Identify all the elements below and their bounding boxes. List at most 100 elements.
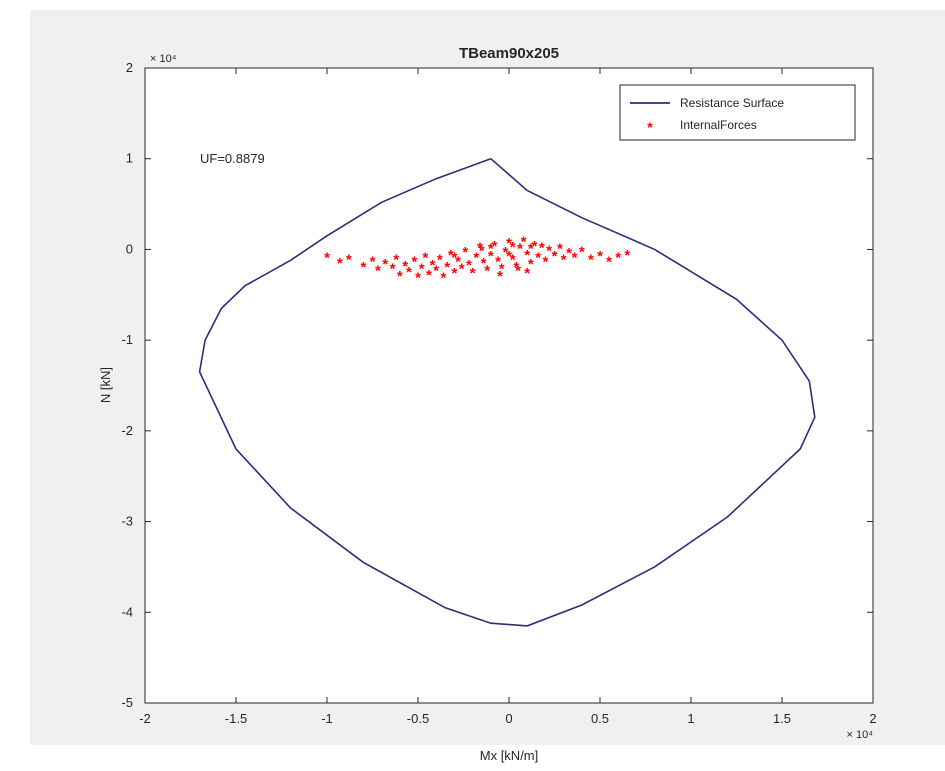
x-tick-label: -1.5	[225, 711, 247, 726]
data-layer: * * * * ** * *********************************…	[198, 157, 816, 627]
x-tick-label: -1	[321, 711, 333, 726]
internal-force-point: *	[579, 243, 585, 260]
internal-force-point: *	[615, 250, 621, 267]
internal-force-point: *	[462, 244, 468, 261]
internal-force-point: *	[506, 248, 512, 265]
legend: Resistance Surface * InternalForces	[619, 84, 856, 141]
internal-force-point: *	[552, 248, 558, 265]
y-tick-label: 0	[126, 241, 133, 256]
internal-force-point: *	[459, 261, 465, 278]
internal-force-point: *	[539, 240, 545, 257]
internal-force-point: *	[393, 252, 399, 269]
internal-force-point: *	[441, 270, 447, 287]
x-tick-label: -0.5	[407, 711, 429, 726]
internal-force-point: *	[437, 252, 443, 269]
internal-force-point: *	[397, 268, 403, 285]
y-axis-label: N [kN]	[98, 367, 113, 403]
legend-entry-resistance: Resistance Surface	[680, 96, 784, 110]
x-tick-label: 1	[687, 711, 694, 726]
internal-force-point: *	[451, 250, 457, 267]
internal-force-point: *	[402, 258, 408, 275]
internal-force-point: *	[588, 252, 594, 269]
internal-force-point: *	[451, 265, 457, 282]
internal-force-point: *	[606, 253, 612, 270]
y-tick-label: -2	[121, 423, 133, 438]
internal-force-point: *	[415, 270, 421, 287]
internal-force-point: *	[510, 239, 516, 256]
internal-force-point: *	[624, 247, 630, 264]
x-tick-label: 1.5	[773, 711, 791, 726]
internal-force-point: *	[566, 245, 572, 262]
legend-entry-internal: InternalForces	[680, 118, 757, 132]
internal-force-point: *	[528, 256, 534, 273]
internal-force-point: *	[492, 238, 498, 255]
tick-marks: -2 -1.5 -1 -0.5 0 0.5 1 1.5 2 -5 -4 -3 -2 -1 0 1 2	[121, 60, 876, 726]
labels: TBeam90x205 Mx [kN/m] N [kN] × 10⁴ × 10⁴…	[98, 45, 873, 763]
legend-marker-swatch: *	[647, 119, 653, 135]
internal-force-point: *	[455, 253, 461, 270]
internal-force-point: *	[422, 250, 428, 267]
internal-force-point: *	[499, 261, 505, 278]
internal-force-point: *	[477, 240, 483, 257]
y-tick-label: 2	[126, 60, 133, 75]
internal-force-point: *	[444, 259, 450, 276]
internal-force-point: *	[346, 252, 352, 269]
internal-force-point: *	[495, 253, 501, 270]
internal-force-point: *	[524, 247, 530, 264]
internal-force-point: *	[484, 262, 490, 279]
x-axis-label: Mx [kN/m]	[480, 748, 539, 763]
y-tick-label: -5	[121, 695, 133, 710]
resistance-surface-line	[198, 157, 816, 627]
internal-force-point: *	[473, 250, 479, 267]
internal-force-point: *	[488, 248, 494, 265]
internal-force-point: *	[532, 238, 538, 255]
x-tick-label: 0	[505, 711, 512, 726]
y-tick-label: -1	[121, 332, 133, 347]
internal-force-point: *	[488, 241, 494, 258]
internal-force-point: *	[597, 248, 603, 265]
internal-force-point: *	[470, 265, 476, 282]
legend-box	[619, 84, 856, 141]
x-exponent-label: × 10⁴	[847, 729, 874, 741]
internal-force-point: *	[337, 255, 343, 272]
x-tick-label: 2	[869, 711, 876, 726]
internal-force-point: *	[524, 265, 530, 282]
y-tick-label: -3	[121, 514, 133, 529]
internal-force-point: *	[433, 262, 439, 279]
internal-force-point: *	[419, 261, 425, 278]
internal-force-point: *	[506, 235, 512, 252]
internal-force-point: *	[360, 259, 366, 276]
internal-force-point: *	[535, 250, 541, 267]
internal-force-point: *	[466, 257, 472, 274]
x-tick-label: -2	[139, 711, 151, 726]
internal-force-point: *	[448, 247, 454, 264]
internal-force-point: *	[479, 242, 485, 259]
internal-force-point: *	[382, 256, 388, 273]
y-tick-label: -4	[121, 604, 133, 619]
internal-force-point: *	[497, 268, 503, 285]
internal-force-point: *	[390, 261, 396, 278]
internal-force-point: *	[375, 262, 381, 279]
internal-force-point: *	[481, 255, 487, 272]
y-tick-label: 1	[126, 151, 133, 166]
internal-force-point: *	[510, 252, 516, 269]
internal-force-point: *	[426, 267, 432, 284]
internal-force-point: *	[528, 241, 534, 258]
internal-force-point: *	[513, 259, 519, 276]
y-exponent-label: × 10⁴	[150, 53, 177, 65]
x-tick-label: 0.5	[591, 711, 609, 726]
internal-force-point: *	[370, 253, 376, 270]
internal-force-point: *	[557, 241, 563, 258]
internal-force-point: *	[517, 241, 523, 258]
internal-force-point: *	[515, 262, 521, 279]
uf-annotation: UF=0.8879	[200, 151, 265, 166]
internal-force-point: *	[406, 264, 412, 281]
internal-force-point: *	[502, 244, 508, 261]
internal-force-point: *	[542, 253, 548, 270]
internal-force-point: *	[572, 250, 578, 267]
internal-force-point: *	[546, 242, 552, 259]
internal-force-point: *	[521, 233, 527, 250]
chart-title: TBeam90x205	[459, 45, 559, 62]
